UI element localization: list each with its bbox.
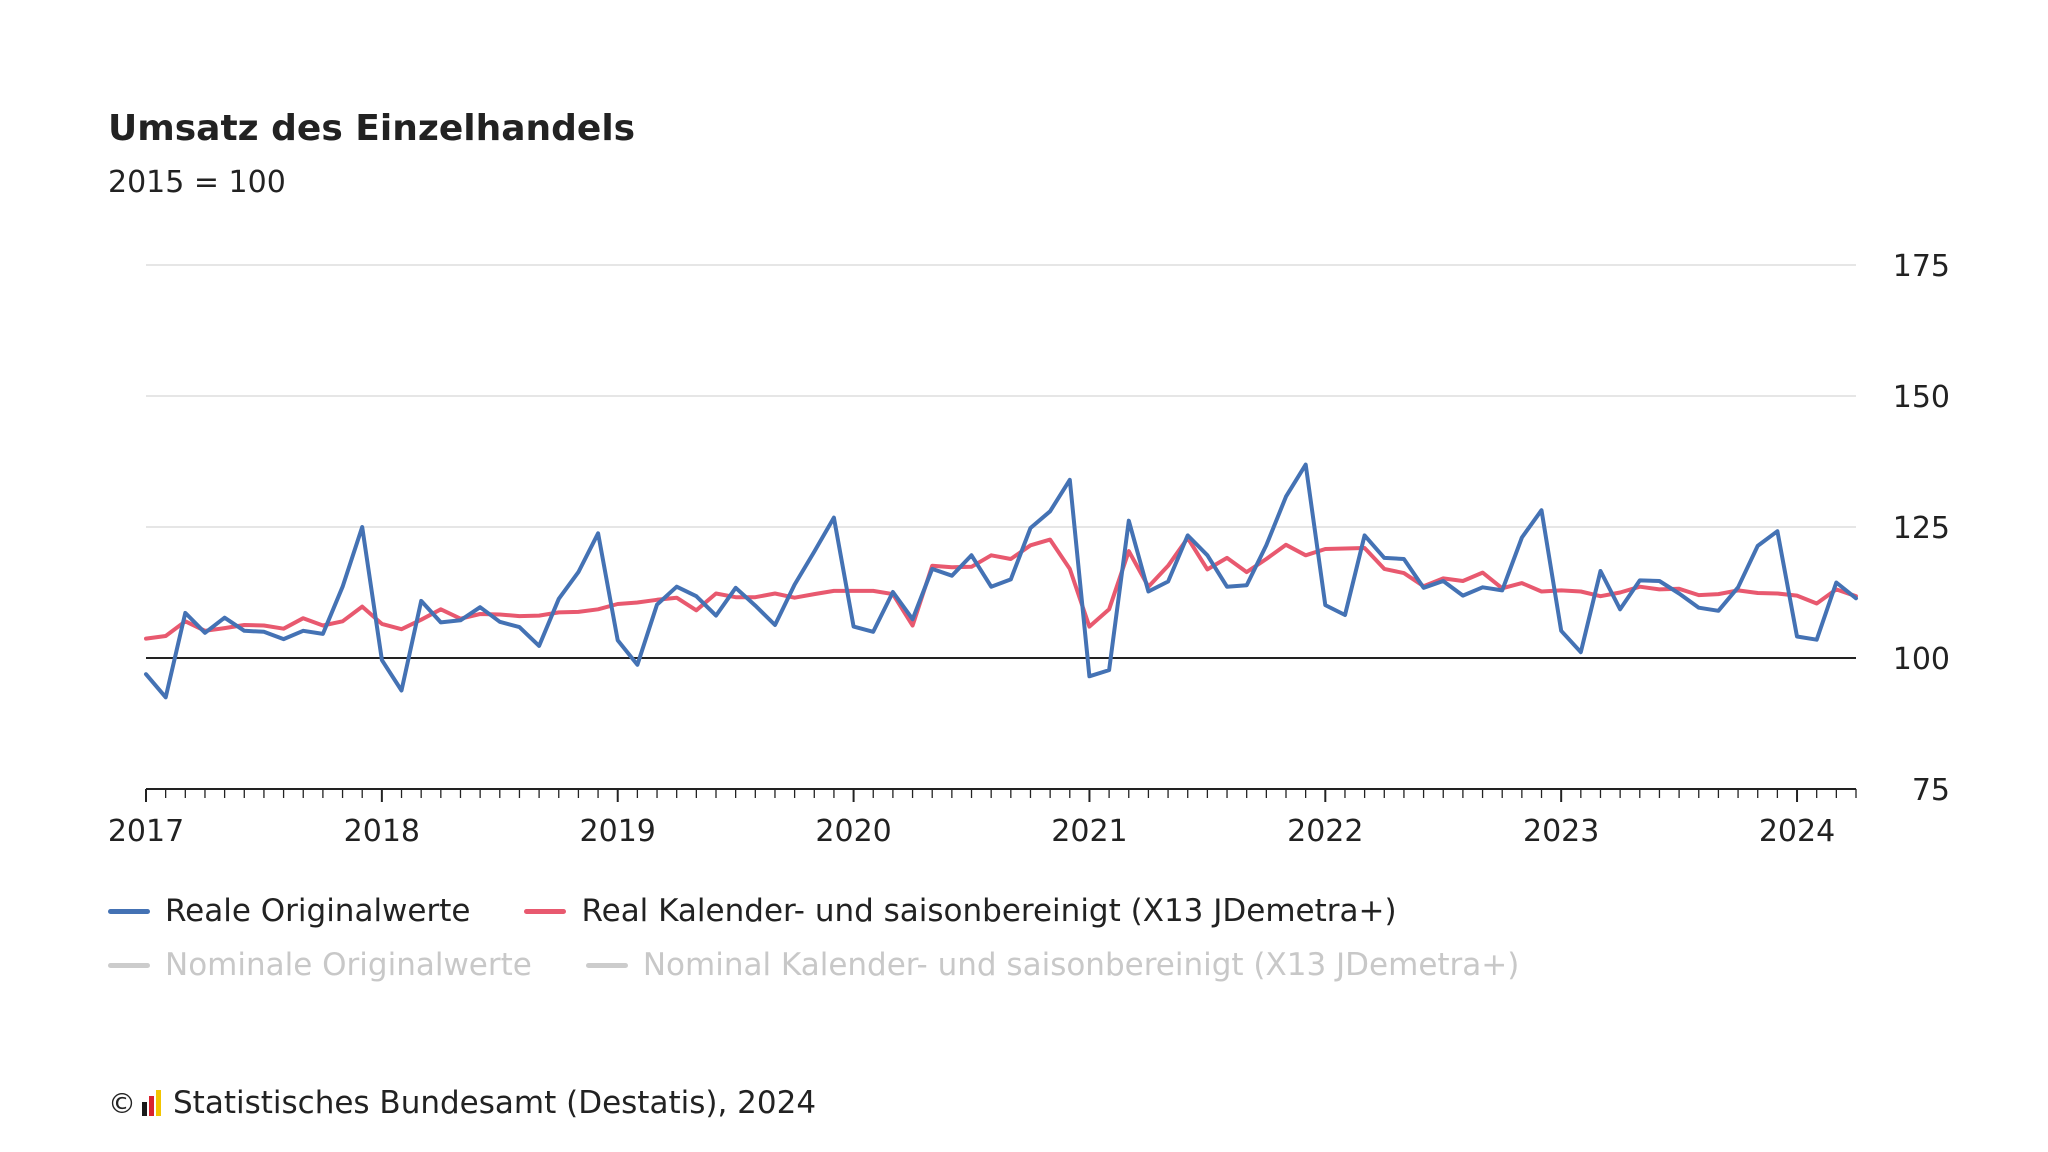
legend-swatch-nominal-original (108, 962, 150, 968)
legend-swatch-real-original (108, 908, 150, 914)
x-tick-label: 2024 (1759, 814, 1835, 849)
legend-swatch-nominal-adjusted (585, 962, 628, 968)
legend-swatch-real-adjusted (524, 908, 567, 914)
series-line-1[interactable] (144, 536, 1858, 641)
y-tick-label: 150 (1893, 380, 1950, 415)
y-tick-label: 175 (1893, 249, 1950, 284)
legend-label: Nominale Originalwerte (165, 947, 532, 983)
legend-item-real-adjusted[interactable]: Real Kalender- und saisonbereinigt (X13 … (524, 893, 1397, 929)
x-tick-label: 2019 (580, 814, 656, 849)
legend-item-nominal-original[interactable]: Nominale Originalwerte (108, 947, 532, 983)
destatis-logo-icon (142, 1090, 163, 1116)
legend-label: Real Kalender- und saisonbereinigt (X13 … (581, 893, 1397, 929)
legend-row-inactive: Nominale Originalwerte Nominal Kalender-… (108, 947, 1573, 983)
x-tick-label: 2022 (1287, 814, 1363, 849)
y-tick-label: 125 (1893, 511, 1950, 546)
y-tick-label: 100 (1893, 642, 1950, 677)
x-tick-label: 2021 (1051, 814, 1127, 849)
x-tick-label: 2018 (344, 814, 420, 849)
chart-title: Umsatz des Einzelhandels (108, 108, 636, 149)
x-tick-label: 2023 (1523, 814, 1599, 849)
y-tick-label: 75 (1912, 773, 1950, 808)
source-footer: © Statistisches Bundesamt (Destatis), 20… (108, 1085, 816, 1121)
x-tick-label: 2020 (815, 814, 891, 849)
copyright-symbol: © (108, 1086, 136, 1120)
grid-lines (146, 264, 1856, 659)
legend-label: Reale Originalwerte (165, 893, 471, 929)
legend-label: Nominal Kalender- und saisonbereinigt (X… (642, 947, 1520, 983)
chart-subtitle: 2015 = 100 (108, 165, 286, 200)
series-lines (144, 462, 1858, 700)
legend-item-real-original[interactable]: Reale Originalwerte (108, 893, 470, 929)
x-axis: 2017 2018 2019 2020 2021 2022 2023 2024 (108, 788, 1857, 849)
legend-item-nominal-adjusted[interactable]: Nominal Kalender- und saisonbereinigt (X… (585, 947, 1520, 983)
x-tick-label: 2017 (108, 814, 184, 849)
legend-row-active: Reale Originalwerte Real Kalender- und s… (108, 893, 1451, 929)
series-line-0[interactable] (144, 462, 1858, 700)
y-axis-ticks: 75 100 125 150 175 (1893, 249, 1950, 808)
source-text[interactable]: Statistisches Bundesamt (Destatis), 2024 (173, 1085, 817, 1121)
